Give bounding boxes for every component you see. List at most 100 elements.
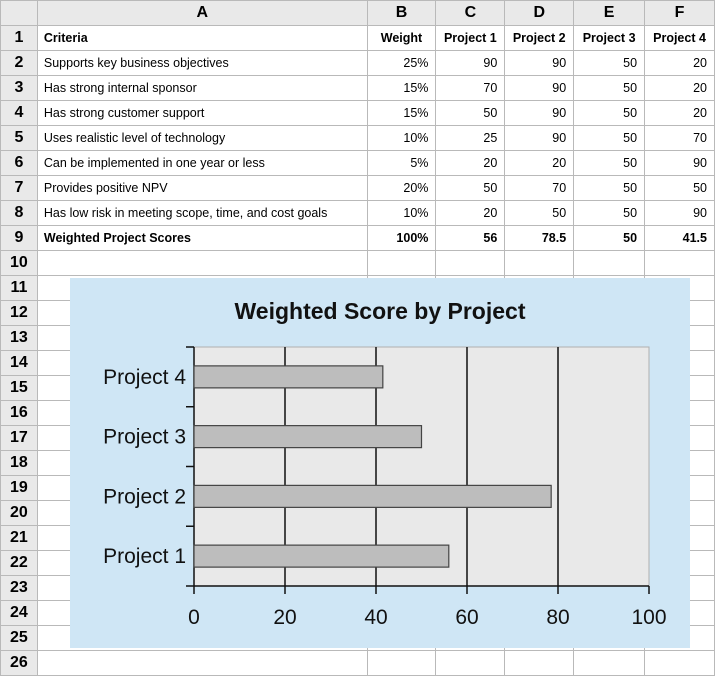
cell-project-2-score[interactable]: 90 xyxy=(504,125,575,151)
cell-project-2-score[interactable]: 50 xyxy=(504,200,575,226)
cell-weight[interactable]: 20% xyxy=(366,175,437,201)
cell-criteria[interactable]: Can be implemented in one year or less xyxy=(36,150,368,176)
row-header[interactable]: 22 xyxy=(0,550,38,576)
empty-cell[interactable] xyxy=(573,650,646,676)
cell-weight[interactable]: 10% xyxy=(366,125,437,151)
column-header-c[interactable]: C xyxy=(435,0,506,26)
empty-cell[interactable] xyxy=(504,250,575,276)
empty-cell[interactable] xyxy=(366,650,437,676)
row-header[interactable]: 4 xyxy=(0,100,38,126)
row-header[interactable]: 13 xyxy=(0,325,38,351)
row-header[interactable]: 23 xyxy=(0,575,38,601)
cell-project-3-total[interactable]: 50 xyxy=(573,225,646,251)
cell-project-4-score[interactable]: 20 xyxy=(644,75,715,101)
select-all-corner[interactable] xyxy=(0,0,38,26)
row-header[interactable]: 16 xyxy=(0,400,38,426)
cell-project-4-score[interactable]: 50 xyxy=(644,175,715,201)
column-header-d[interactable]: D xyxy=(504,0,575,26)
row-header[interactable]: 21 xyxy=(0,525,38,551)
row-header[interactable]: 2 xyxy=(0,50,38,76)
cell-project-4-score[interactable]: 90 xyxy=(644,150,715,176)
cell-project-1-score[interactable]: 20 xyxy=(435,150,506,176)
cell-total-label[interactable]: Weighted Project Scores xyxy=(36,225,368,251)
row-header[interactable]: 15 xyxy=(0,375,38,401)
row-header[interactable]: 26 xyxy=(0,650,38,676)
empty-cell[interactable] xyxy=(435,250,506,276)
cell-project-1-total[interactable]: 56 xyxy=(435,225,506,251)
row-header[interactable]: 24 xyxy=(0,600,38,626)
cell-project-4-header[interactable]: Project 4 xyxy=(644,25,715,51)
row-header[interactable]: 9 xyxy=(0,225,38,251)
cell-criteria[interactable]: Has strong customer support xyxy=(36,100,368,126)
column-header-b[interactable]: B xyxy=(366,0,437,26)
cell-project-3-header[interactable]: Project 3 xyxy=(573,25,646,51)
cell-weight-header[interactable]: Weight xyxy=(366,25,437,51)
cell-project-3-score[interactable]: 50 xyxy=(573,200,646,226)
empty-cell[interactable] xyxy=(644,650,715,676)
empty-cell[interactable] xyxy=(36,250,368,276)
cell-criteria-header[interactable]: Criteria xyxy=(36,25,368,51)
cell-project-4-score[interactable]: 20 xyxy=(644,100,715,126)
row-header[interactable]: 11 xyxy=(0,275,38,301)
cell-criteria[interactable]: Uses realistic level of technology xyxy=(36,125,368,151)
cell-project-2-score[interactable]: 70 xyxy=(504,175,575,201)
row-header[interactable]: 6 xyxy=(0,150,38,176)
cell-project-4-total[interactable]: 41.5 xyxy=(644,225,715,251)
row-header[interactable]: 20 xyxy=(0,500,38,526)
cell-weight[interactable]: 15% xyxy=(366,100,437,126)
empty-cell[interactable] xyxy=(573,250,646,276)
cell-criteria[interactable]: Has strong internal sponsor xyxy=(36,75,368,101)
cell-project-2-total[interactable]: 78.5 xyxy=(504,225,575,251)
cell-project-1-score[interactable]: 50 xyxy=(435,175,506,201)
cell-total-weight[interactable]: 100% xyxy=(366,225,437,251)
cell-project-2-header[interactable]: Project 2 xyxy=(504,25,575,51)
cell-project-1-score[interactable]: 50 xyxy=(435,100,506,126)
row-header[interactable]: 18 xyxy=(0,450,38,476)
row-header[interactable]: 19 xyxy=(0,475,38,501)
cell-project-3-score[interactable]: 50 xyxy=(573,75,646,101)
cell-weight[interactable]: 15% xyxy=(366,75,437,101)
cell-weight[interactable]: 25% xyxy=(366,50,437,76)
cell-project-4-score[interactable]: 20 xyxy=(644,50,715,76)
row-header[interactable]: 8 xyxy=(0,200,38,226)
row-header[interactable]: 25 xyxy=(0,625,38,651)
cell-project-3-score[interactable]: 50 xyxy=(573,50,646,76)
row-header[interactable]: 17 xyxy=(0,425,38,451)
row-header[interactable]: 12 xyxy=(0,300,38,326)
row-header[interactable]: 14 xyxy=(0,350,38,376)
row-header[interactable]: 1 xyxy=(0,25,38,51)
cell-project-2-score[interactable]: 90 xyxy=(504,100,575,126)
cell-project-1-score[interactable]: 90 xyxy=(435,50,506,76)
column-header-f[interactable]: F xyxy=(644,0,715,26)
cell-project-2-score[interactable]: 20 xyxy=(504,150,575,176)
cell-criteria[interactable]: Supports key business objectives xyxy=(36,50,368,76)
cell-project-2-score[interactable]: 90 xyxy=(504,50,575,76)
empty-cell[interactable] xyxy=(504,650,575,676)
empty-cell[interactable] xyxy=(435,650,506,676)
row-header[interactable]: 3 xyxy=(0,75,38,101)
cell-criteria[interactable]: Provides positive NPV xyxy=(36,175,368,201)
cell-project-4-score[interactable]: 70 xyxy=(644,125,715,151)
row-header[interactable]: 10 xyxy=(0,250,38,276)
cell-project-1-score[interactable]: 25 xyxy=(435,125,506,151)
cell-project-4-score[interactable]: 90 xyxy=(644,200,715,226)
cell-project-3-score[interactable]: 50 xyxy=(573,125,646,151)
cell-project-1-header[interactable]: Project 1 xyxy=(435,25,506,51)
cell-weight[interactable]: 10% xyxy=(366,200,437,226)
row-header[interactable]: 5 xyxy=(0,125,38,151)
cell-project-2-score[interactable]: 90 xyxy=(504,75,575,101)
empty-cell[interactable] xyxy=(366,250,437,276)
row-header[interactable]: 7 xyxy=(0,175,38,201)
column-header-e[interactable]: E xyxy=(573,0,646,26)
cell-project-3-score[interactable]: 50 xyxy=(573,100,646,126)
cell-project-3-score[interactable]: 50 xyxy=(573,175,646,201)
cell-criteria[interactable]: Has low risk in meeting scope, time, and… xyxy=(36,200,368,226)
weighted-score-chart[interactable]: Weighted Score by Project 0 20 40 60 80 100 Pr… xyxy=(70,278,690,648)
cell-project-1-score[interactable]: 70 xyxy=(435,75,506,101)
cell-project-3-score[interactable]: 50 xyxy=(573,150,646,176)
empty-cell[interactable] xyxy=(644,250,715,276)
cell-weight[interactable]: 5% xyxy=(366,150,437,176)
column-header-a[interactable]: A xyxy=(36,0,368,26)
empty-cell[interactable] xyxy=(36,650,368,676)
cell-project-1-score[interactable]: 20 xyxy=(435,200,506,226)
